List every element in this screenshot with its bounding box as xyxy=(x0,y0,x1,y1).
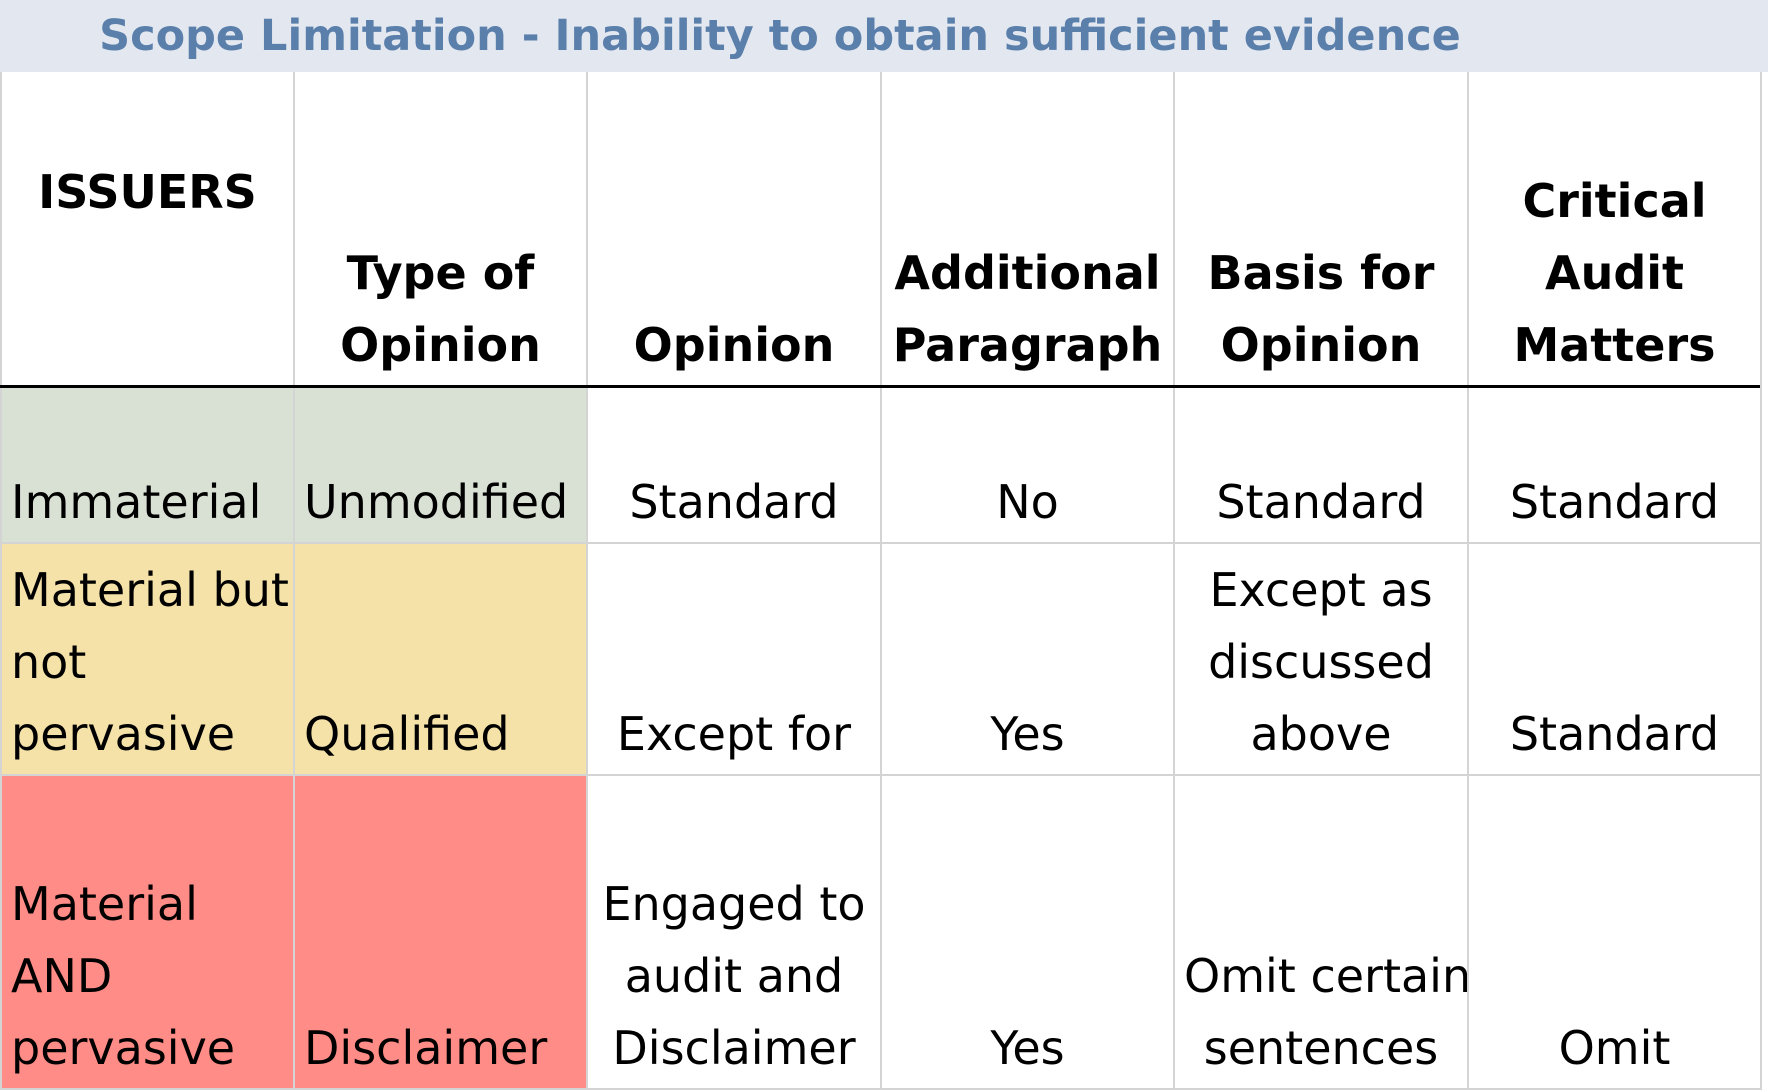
header-row: ISSUERS Type of Opinion Opinion Addition… xyxy=(0,72,1762,388)
table-cell[interactable]: Omit xyxy=(1467,774,1762,1090)
cell-line: discussed xyxy=(1208,635,1434,689)
table-cell[interactable]: Material but not pervasive xyxy=(0,542,295,776)
header-line: Critical xyxy=(1522,174,1707,228)
cell-line: above xyxy=(1250,707,1392,761)
header-cell[interactable]: Type of Opinion xyxy=(293,72,588,388)
cell-line: Omit xyxy=(1558,1021,1671,1075)
cell-line: Qualified xyxy=(304,707,510,761)
cell-line: Disclaimer xyxy=(304,1021,548,1075)
header-cell[interactable]: ISSUERS xyxy=(0,72,295,388)
cell-line: Engaged to xyxy=(602,877,866,931)
cell-line: Standard xyxy=(1216,475,1426,529)
header-line: Basis for xyxy=(1207,246,1435,300)
header-cell[interactable]: Opinion xyxy=(586,72,882,388)
table-cell[interactable]: Unmodified xyxy=(293,385,588,544)
table-cell[interactable]: Omit certain sentences xyxy=(1173,774,1469,1090)
header-line: Opinion xyxy=(633,318,835,372)
header-cell[interactable]: Additional Paragraph xyxy=(880,72,1175,388)
cell-line: No xyxy=(996,475,1059,529)
cell-line: Immaterial xyxy=(11,475,262,529)
cell-line: AND xyxy=(11,949,113,1003)
column-divider xyxy=(1760,72,1768,1000)
table-cell[interactable]: Standard xyxy=(586,385,882,544)
header-line: Audit xyxy=(1544,246,1685,300)
header-line: Opinion xyxy=(340,318,541,372)
table-cell[interactable]: Standard xyxy=(1467,542,1762,776)
table-title: Scope Limitation - Inability to obtain s… xyxy=(99,11,1461,61)
opinion-table: ISSUERS Type of Opinion Opinion Addition… xyxy=(0,72,1762,1090)
table-cell[interactable]: Standard xyxy=(1467,385,1762,544)
header-line: Matters xyxy=(1513,318,1716,372)
cell-line: Yes xyxy=(990,1021,1065,1075)
header-line: Type of xyxy=(346,246,535,300)
cell-line: Yes xyxy=(990,707,1065,761)
table-cell[interactable]: No xyxy=(880,385,1175,544)
cell-line: Standard xyxy=(1509,475,1720,529)
table-row: Immaterial Unmodified Standard No Standa… xyxy=(0,385,1762,544)
table-row: Material AND pervasive Disclaimer Engage… xyxy=(0,774,1762,1090)
cell-line: Except as xyxy=(1209,563,1433,617)
header-cell[interactable]: Critical Audit Matters xyxy=(1467,72,1762,388)
cell-line: Standard xyxy=(629,475,839,529)
table-cell[interactable]: Except for xyxy=(586,542,882,776)
cell-line: pervasive xyxy=(11,1021,236,1075)
table-cell[interactable]: Disclaimer xyxy=(293,774,588,1090)
cell-line: pervasive xyxy=(11,707,236,761)
cell-line: Disclaimer xyxy=(612,1021,856,1075)
table-cell[interactable]: Qualified xyxy=(293,542,588,776)
cell-line: sentences xyxy=(1203,1021,1439,1075)
cell-line: Material but xyxy=(11,563,289,617)
table-cell[interactable]: Except as discussed above xyxy=(1173,542,1469,776)
table-cell[interactable]: Yes xyxy=(880,774,1175,1090)
cell-line: Standard xyxy=(1509,707,1720,761)
header-cell[interactable]: Basis for Opinion xyxy=(1173,72,1469,388)
cell-line: Unmodified xyxy=(304,475,569,529)
cell-line: Omit certain xyxy=(1184,949,1468,1003)
cell-line: audit and xyxy=(624,949,844,1003)
cell-line: Material xyxy=(11,877,198,931)
table-cell[interactable]: Material AND pervasive xyxy=(0,774,295,1090)
table-row: Material but not pervasive Qualified Exc… xyxy=(0,542,1762,776)
header-line: Paragraph xyxy=(892,318,1163,372)
header-line: ISSUERS xyxy=(38,165,257,219)
table-cell[interactable]: Engaged to audit and Disclaimer xyxy=(586,774,882,1090)
title-bar: Scope Limitation - Inability to obtain s… xyxy=(0,0,1768,72)
cell-line: Except for xyxy=(616,707,852,761)
table-cell[interactable]: Standard xyxy=(1173,385,1469,544)
table-cell[interactable]: Yes xyxy=(880,542,1175,776)
header-line: Opinion xyxy=(1220,318,1422,372)
cell-line: not xyxy=(11,635,87,689)
header-line: Additional xyxy=(894,246,1161,300)
table-cell[interactable]: Immaterial xyxy=(0,385,295,544)
